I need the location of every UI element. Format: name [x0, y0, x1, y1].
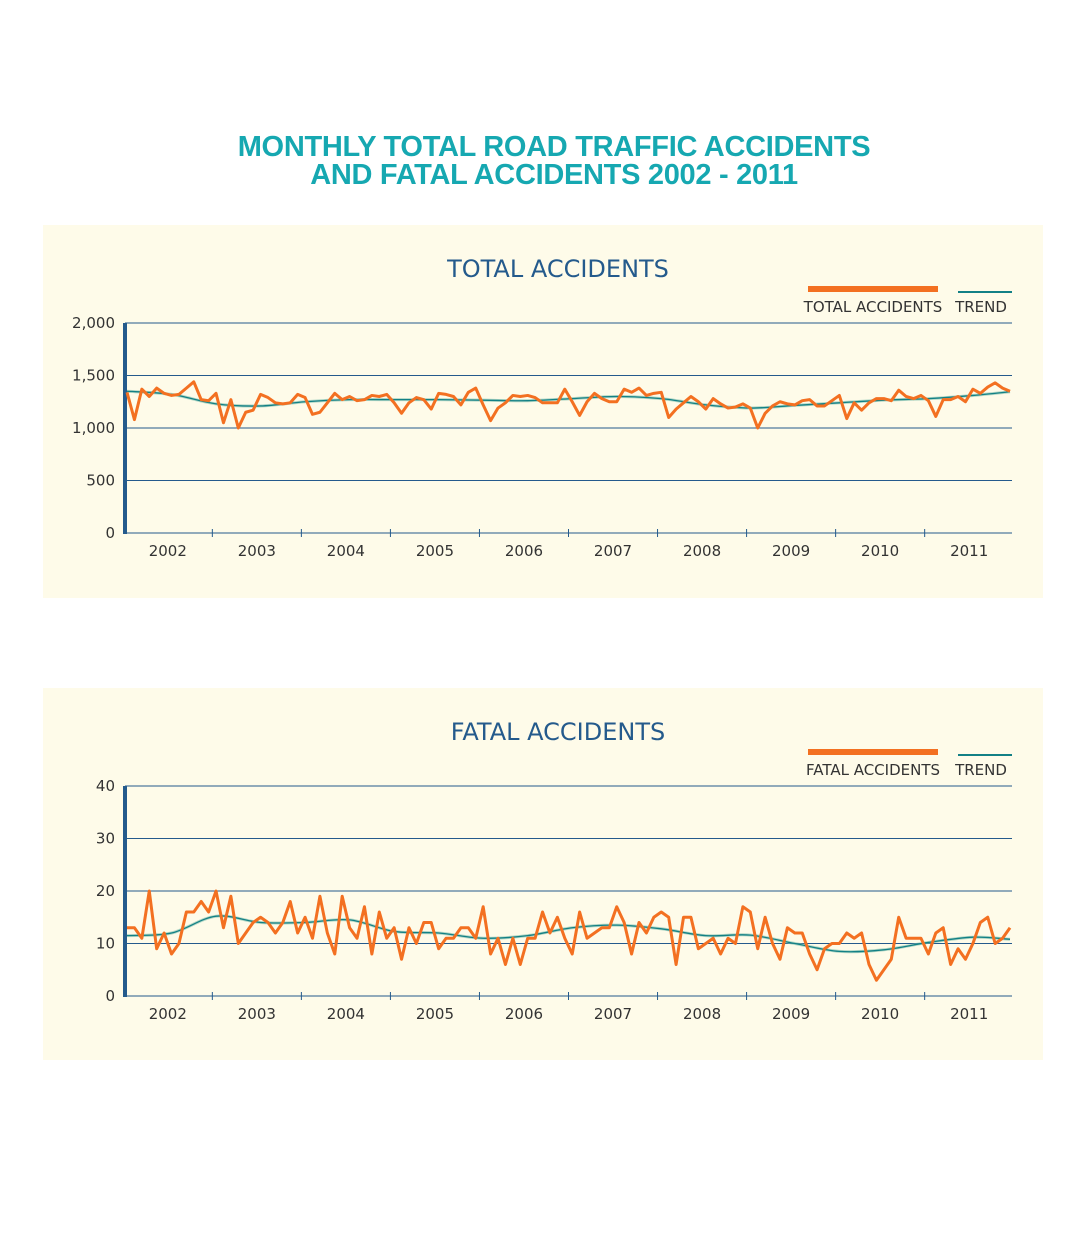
chart-title: TOTAL ACCIDENTS — [446, 255, 669, 283]
y-tick-label: 30 — [96, 830, 115, 848]
y-axis — [123, 786, 127, 997]
x-tick-label: 2009 — [772, 1005, 810, 1023]
y-axis — [123, 323, 127, 534]
legend-series-swatch — [808, 749, 938, 755]
series-line — [125, 380, 1011, 430]
x-tick-label: 2008 — [683, 1005, 721, 1023]
x-tick-label: 2010 — [861, 1005, 899, 1023]
y-tick-label: 1,500 — [72, 367, 115, 385]
legend-series-label: TOTAL ACCIDENTS — [803, 298, 943, 316]
y-tick-label: 1,000 — [72, 419, 115, 437]
x-tick-label: 2002 — [149, 542, 187, 560]
total-accidents-panel: TOTAL ACCIDENTS TOTAL ACCIDENTS TREND 0 500 1… — [43, 225, 1043, 598]
legend-trend-swatch — [958, 291, 1012, 293]
x-tick-label: 2004 — [327, 1005, 365, 1023]
total-accidents-chart: TOTAL ACCIDENTS TOTAL ACCIDENTS TREND 0 500 1… — [72, 255, 1012, 560]
y-tick-label: 0 — [105, 524, 115, 542]
x-tick-label: 2006 — [505, 1005, 543, 1023]
legend-trend-swatch — [958, 754, 1012, 756]
y-tick-label: 2,000 — [72, 314, 115, 332]
y-tick-label: 0 — [105, 987, 115, 1005]
x-tick-label: 2003 — [238, 1005, 276, 1023]
legend-series-label: FATAL ACCIDENTS — [806, 761, 940, 779]
x-tick-label: 2008 — [683, 542, 721, 560]
fatal-accidents-panel: FATAL ACCIDENTS FATAL ACCIDENTS TREND 0 10 20… — [43, 688, 1043, 1060]
legend-trend-label: TREND — [954, 761, 1007, 779]
x-tick-label: 2003 — [238, 542, 276, 560]
series-line — [127, 889, 1012, 982]
main-title-line-1: MONTHLY TOTAL ROAD TRAFFIC ACCIDENTS — [237, 131, 871, 163]
legend-series-swatch — [808, 286, 938, 292]
x-tick-label: 2004 — [327, 542, 365, 560]
x-tick-label: 2009 — [772, 542, 810, 560]
chart-title: FATAL ACCIDENTS — [451, 718, 665, 746]
x-tick-label: 2011 — [950, 542, 988, 560]
y-tick-label: 20 — [96, 882, 115, 900]
x-tick-label: 2010 — [861, 542, 899, 560]
x-tick-label: 2006 — [505, 542, 543, 560]
x-tick-label: 2007 — [594, 542, 632, 560]
y-tick-label: 40 — [96, 777, 115, 795]
x-tick-label: 2005 — [416, 1005, 454, 1023]
y-tick-label: 10 — [96, 935, 115, 953]
x-tick-label: 2007 — [594, 1005, 632, 1023]
x-tick-label: 2005 — [416, 542, 454, 560]
main-title-line-2: AND FATAL ACCIDENTS 2002 - 2011 — [310, 159, 798, 191]
fatal-accidents-chart: FATAL ACCIDENTS FATAL ACCIDENTS TREND 0 10 20… — [96, 718, 1012, 1023]
x-tick-label: 2011 — [950, 1005, 988, 1023]
trend-line — [126, 915, 1011, 953]
x-tick-label: 2002 — [149, 1005, 187, 1023]
legend-trend-label: TREND — [954, 298, 1007, 316]
y-tick-label: 500 — [86, 472, 115, 490]
